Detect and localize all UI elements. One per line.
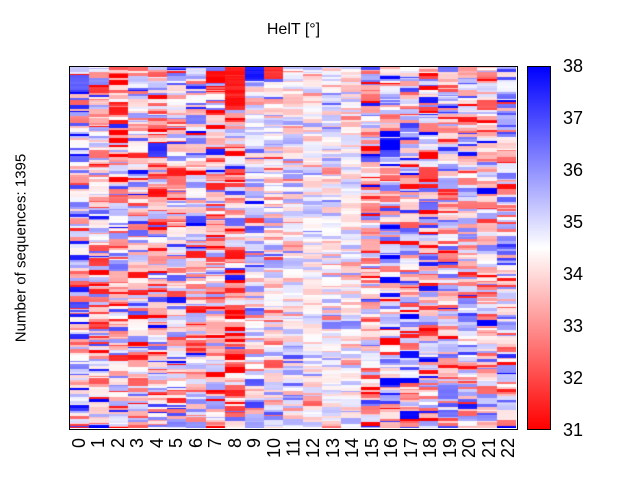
- colorbar-tick-label: 37: [563, 108, 584, 128]
- colorbar-tick-label: 32: [563, 368, 584, 388]
- x-axis-tick-label: 6: [185, 438, 206, 449]
- x-axis-tick-label: 16: [381, 438, 402, 459]
- x-axis-tick-label: 18: [420, 438, 441, 459]
- x-axis-tick-label: 14: [342, 438, 363, 459]
- colorbar-tick-label: 38: [563, 56, 584, 76]
- colorbar-tick-label: 33: [563, 316, 584, 336]
- x-axis-tick-label: 4: [146, 438, 167, 449]
- x-axis-tick-label: 13: [322, 438, 343, 459]
- x-axis-tick-label: 20: [459, 438, 480, 459]
- x-axis-tick-label: 15: [361, 438, 382, 459]
- x-axis-tick-label: 9: [244, 438, 265, 449]
- x-axis-tick-label: 11: [283, 438, 304, 457]
- colorbar: [527, 66, 551, 430]
- heatmap-canvas: [70, 67, 516, 428]
- heatmap-plot: [69, 66, 518, 430]
- x-axis-tick-label: 19: [439, 438, 460, 459]
- colorbar-tick-label: 35: [563, 212, 584, 232]
- x-axis-tick-label: 10: [263, 438, 284, 459]
- x-axis-tick-label: 0: [68, 438, 89, 449]
- x-axis-tick-label: 8: [224, 438, 245, 449]
- x-axis-tick-label: 7: [205, 438, 226, 449]
- x-axis-tick-label: 12: [303, 438, 324, 459]
- colorbar-tick-label: 31: [563, 420, 584, 440]
- x-axis-tick-label: 22: [498, 438, 519, 459]
- x-axis-tick-label: 2: [107, 438, 128, 449]
- x-axis-tick-label: 3: [127, 438, 148, 449]
- chart-title: HelT [°]: [266, 21, 321, 38]
- x-axis-tick-label: 1: [88, 438, 109, 449]
- x-axis-tick-label: 5: [166, 438, 187, 449]
- colorbar-tick-label: 36: [563, 160, 584, 180]
- y-axis-label-text: Number of sequences: 1395: [12, 153, 30, 343]
- x-axis-tick-label: 17: [400, 438, 421, 459]
- x-axis-tick-label: 21: [478, 438, 499, 459]
- colorbar-tick-label: 34: [563, 264, 584, 284]
